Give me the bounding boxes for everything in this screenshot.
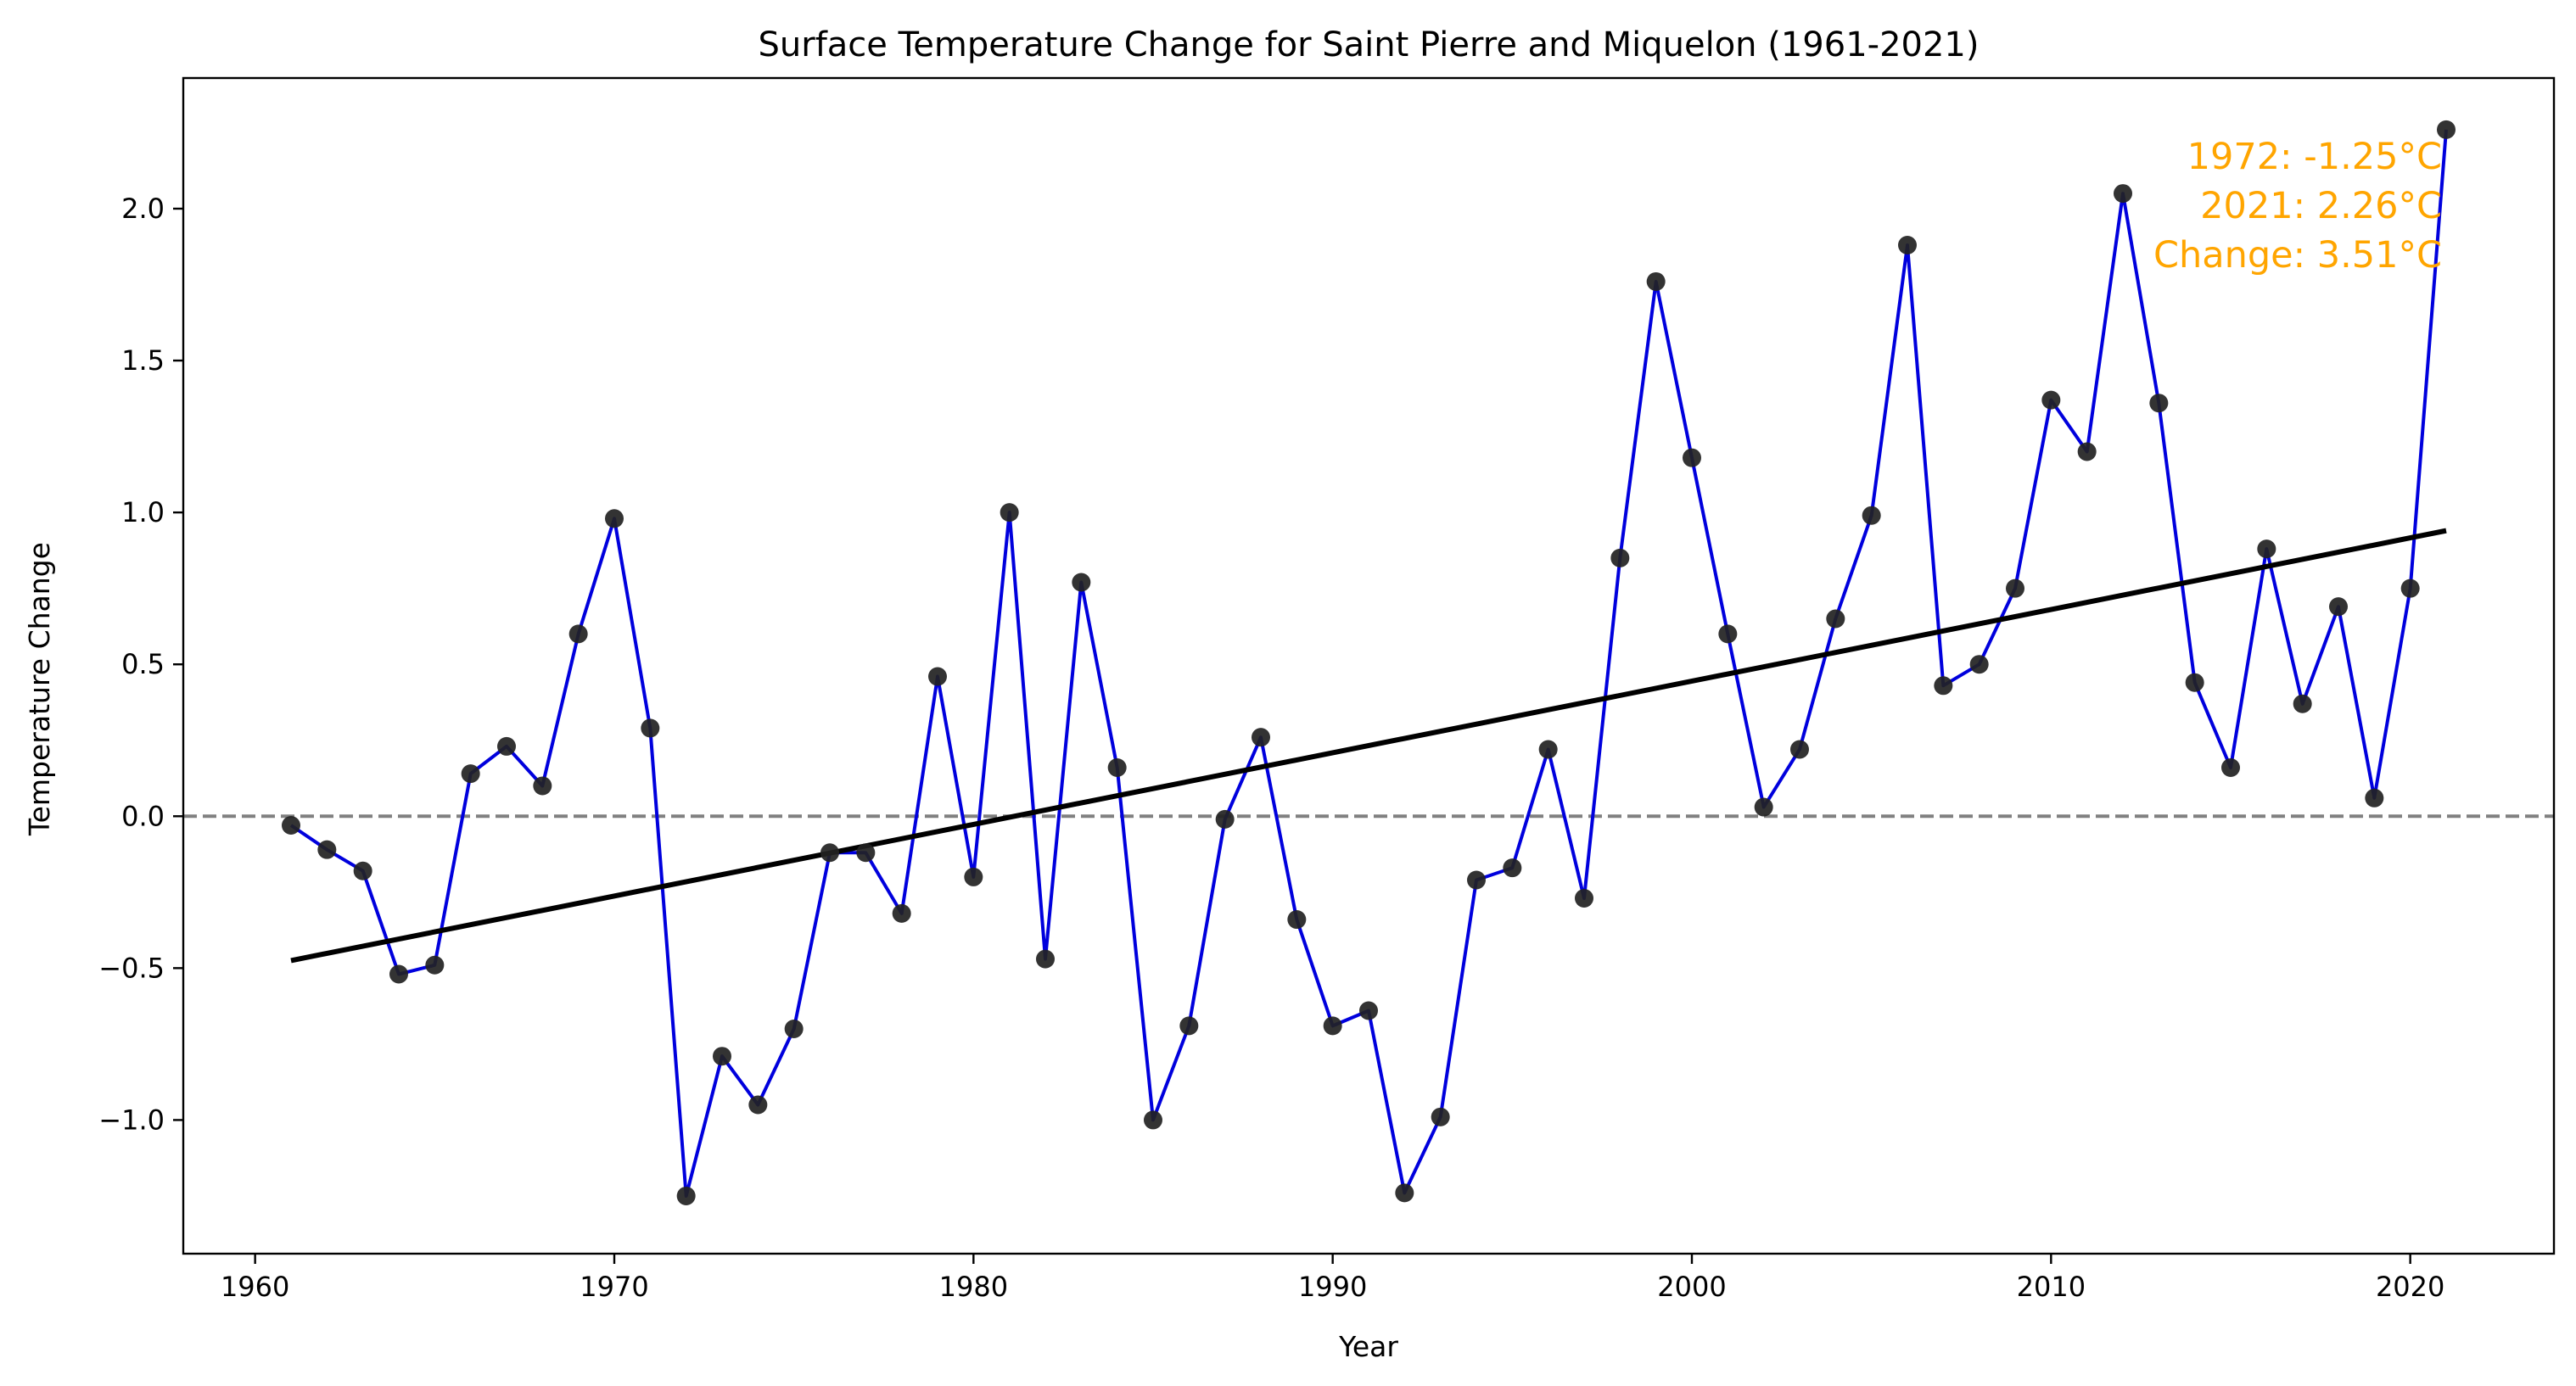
data-point [2149,394,2169,413]
chart-title: Surface Temperature Change for Saint Pie… [759,25,1980,64]
data-point [1072,573,1091,592]
data-point [425,955,445,975]
data-point [1323,1016,1342,1036]
x-tick-label: 2020 [2376,1271,2444,1303]
data-point [461,764,480,784]
data-point [317,840,337,859]
plot-frame [182,76,2556,1255]
data-point [497,736,516,756]
data-point [676,1186,696,1205]
data-point [641,718,660,738]
x-tick-label: 1960 [221,1271,289,1303]
data-point [892,903,911,923]
data-point [2114,184,2132,204]
y-axis-title: Temperature Change [23,542,56,836]
data-point [1826,609,1845,629]
x-axis-title: Year [1338,1330,1398,1363]
data-point [2329,597,2348,617]
annotation-line: 2021: 2.26°C [2200,185,2442,227]
x-tick-label: 1980 [939,1271,1008,1303]
data-point [1144,1110,1162,1130]
x-tick-label: 2000 [1657,1271,1726,1303]
data-point [928,667,947,686]
data-point [1646,271,1666,291]
data-point [1610,548,1630,567]
data-point [2400,578,2420,598]
data-point [2437,120,2456,139]
y-tick-label: 1.0 [121,496,165,528]
x-tick-label: 1970 [580,1271,648,1303]
data-point [568,624,588,644]
y-tick-label: −0.5 [98,952,165,984]
y-tick-label: 0.5 [121,648,165,680]
data-point [605,509,624,528]
data-point [964,867,983,886]
data-point [2006,578,2024,598]
x-tick-label: 1990 [1298,1271,1367,1303]
data-point [1538,740,1558,759]
data-point [1898,235,1917,254]
data-point [2221,757,2240,777]
data-point [1215,809,1235,829]
y-tick-label: −1.0 [98,1104,165,1136]
data-point [1036,949,1055,969]
data-point [1575,888,1593,908]
data-point [1179,1016,1199,1036]
data-point [784,1019,804,1038]
data-point [2293,694,2312,713]
data-point [2185,673,2204,692]
data-point [282,816,300,836]
annotation-line: Change: 3.51°C [2153,234,2442,277]
data-point [1359,1001,1378,1020]
data-point [1107,757,1127,777]
data-point [1934,676,1953,696]
data-point [1000,503,1019,523]
data-point [2041,390,2061,410]
data-point [389,964,408,984]
data-point [1431,1107,1450,1126]
y-tick-label: 2.0 [121,193,165,225]
data-point [1969,655,1989,674]
data-point [1252,728,1270,747]
data-point [533,776,552,796]
data-point [1467,870,1486,890]
plot-area: 1960 1970 1980 1990 2000 2010 2020 −1.0 −0.5 0.0 0… [98,76,2556,1303]
x-tick-label: 2010 [2017,1271,2086,1303]
annotation-line: 1972: -1.25°C [2187,136,2442,178]
data-point [820,843,839,863]
data-point [856,843,876,863]
data-point [1287,910,1307,930]
data-point [713,1047,731,1066]
data-point [2365,788,2384,808]
trend-line [290,528,2447,964]
data-point [1503,858,1522,878]
y-tick-label: 1.5 [121,344,165,377]
data-point [1790,740,1809,759]
y-tick-label: 0.0 [121,800,165,832]
data-point [2077,442,2097,461]
data-point [1395,1183,1414,1203]
data-point [353,861,372,880]
data-point [2257,539,2276,559]
data-point [748,1095,768,1115]
data-point [1683,448,1701,467]
data-point [1718,624,1738,644]
data-point [1862,506,1881,525]
data-point [1754,797,1773,817]
